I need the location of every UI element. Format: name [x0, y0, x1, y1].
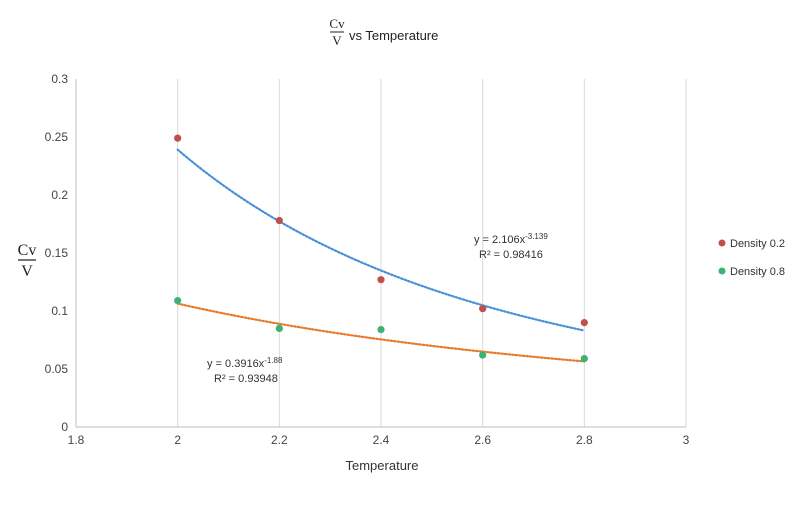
x-tick-label: 2 — [174, 433, 181, 447]
y-tick-label: 0.25 — [45, 130, 69, 144]
point-density-0-8 — [479, 351, 487, 359]
equation-density-0-2: y = 2.106x-3.139 R² = 0.98416 — [474, 232, 548, 261]
y-tick-label: 0.3 — [51, 72, 68, 86]
point-density-0-8 — [174, 296, 182, 305]
point-density-0-8 — [580, 354, 588, 363]
y-tick-label: 0.15 — [45, 246, 69, 260]
y-axis-label: Cv V — [18, 242, 37, 280]
legend-item-density-0-2: Density 0.2 — [718, 238, 785, 250]
axes — [75, 79, 686, 428]
x-tick-labels: 1.8 2 2.2 2.4 2.6 2.8 3 — [68, 433, 690, 447]
x-tick-label: 3 — [683, 433, 690, 447]
title-suffix: vs Temperature — [349, 28, 438, 43]
trendline-density-0-8 — [176, 302, 586, 363]
y-tick-label: 0.1 — [51, 304, 68, 318]
legend-label-density-0-2: Density 0.2 — [730, 238, 785, 250]
x-tick-label: 2.8 — [576, 433, 593, 447]
x-tick-label: 2.6 — [474, 433, 491, 447]
legend: Density 0.2 Density 0.8 — [718, 238, 785, 278]
x-tick-label: 2.4 — [373, 433, 390, 447]
y-label-denominator: V — [21, 263, 33, 280]
equation-text-0-8: y = 0.3916x-1.88 — [207, 356, 283, 370]
y-tick-label: 0.2 — [51, 188, 68, 202]
y-label-numerator: Cv — [18, 242, 37, 259]
title-fraction-denominator: V — [332, 33, 342, 48]
x-tick-label: 1.8 — [68, 433, 85, 447]
point-density-0-2 — [580, 319, 588, 327]
y-tick-label: 0.05 — [45, 362, 69, 376]
trendlines — [176, 148, 586, 363]
point-density-0-8 — [275, 324, 283, 332]
legend-item-density-0-8: Density 0.8 — [718, 266, 785, 278]
chart-title: Cv V vs Temperature — [329, 16, 438, 48]
r-squared-0-2: R² = 0.98416 — [479, 249, 543, 261]
title-fraction-numerator: Cv — [329, 16, 345, 31]
trendline-density-0-2 — [176, 148, 586, 332]
legend-marker-density-0-2 — [718, 239, 726, 247]
x-tick-label: 2.2 — [271, 433, 288, 447]
legend-label-density-0-8: Density 0.8 — [730, 266, 785, 278]
equation-text-0-2: y = 2.106x-3.139 — [474, 232, 548, 246]
y-tick-label: 0 — [61, 420, 68, 434]
equation-density-0-8: y = 0.3916x-1.88 R² = 0.93948 — [207, 356, 283, 385]
point-density-0-2 — [479, 305, 487, 313]
point-density-0-2 — [377, 276, 385, 284]
x-axis-label: Temperature — [346, 458, 419, 473]
data-points — [174, 134, 588, 363]
point-density-0-8 — [377, 325, 385, 334]
point-density-0-2 — [275, 216, 283, 225]
y-tick-labels: 0 0.05 0.1 0.15 0.2 0.25 0.3 — [45, 72, 69, 434]
legend-marker-density-0-8 — [718, 267, 726, 275]
r-squared-0-8: R² = 0.93948 — [214, 373, 278, 385]
point-density-0-2 — [174, 134, 182, 142]
